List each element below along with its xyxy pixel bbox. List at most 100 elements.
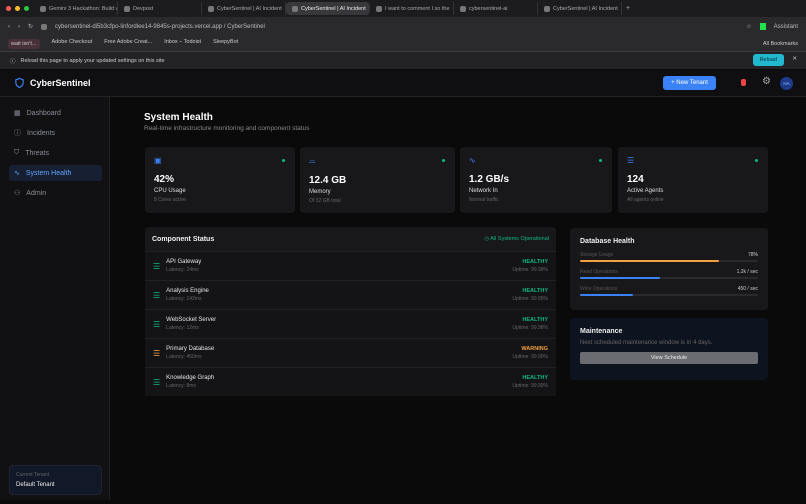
forward-icon[interactable]: › xyxy=(18,23,20,30)
browser-tab[interactable]: Gemini 3 Hackathon: Build w xyxy=(34,2,118,15)
db-metric: Read Operations 1.2k / sec xyxy=(580,269,758,279)
component-status-panel: Component Status ◷ All Systems Operation… xyxy=(145,227,556,396)
tab-title: CyberSentinel | AI Incident xyxy=(301,5,366,12)
alert-circle-icon: ⓘ xyxy=(14,130,21,137)
tab-title: CyberSentinel | AI Incident xyxy=(553,5,618,12)
status-badge: HEALTHY xyxy=(522,375,548,381)
tab-title: Gemini 3 Hackathon: Build w xyxy=(49,5,118,12)
bookmark[interactable]: SleepyBot xyxy=(213,38,239,45)
status-badge: HEALTHY xyxy=(522,317,548,323)
tab-title: CyberSentinel | AI Incident xyxy=(217,5,282,12)
favicon-icon xyxy=(292,5,298,12)
sidebar-item-label: Dashboard xyxy=(26,109,61,117)
close-icon[interactable]: ✕ xyxy=(792,56,797,62)
sidebar-item-admin[interactable]: ⚇ Admin xyxy=(9,185,102,201)
metric-hint: Normal traffic xyxy=(469,197,499,203)
reload-icon[interactable]: ↻ xyxy=(28,24,34,30)
metric-label: Network In xyxy=(469,188,498,194)
metric-card: ∿ 1.2 GB/s Network In Normal traffic xyxy=(460,147,612,213)
sidebar-item-label: Threats xyxy=(25,149,49,157)
metric-card: ▣ 42% CPU Usage 8 Cores active xyxy=(145,147,295,213)
db-metric: Write Operations 450 / sec xyxy=(580,286,758,296)
database-icon: ☰ xyxy=(153,319,161,329)
component-uptime: Uptime: 99.90% xyxy=(512,354,548,360)
metric-hint: All agents online xyxy=(627,197,664,203)
sidebar-item-incidents[interactable]: ⓘ Incidents xyxy=(9,125,102,141)
db-metric-label: Storage Usage xyxy=(580,252,614,258)
db-metric: Storage Usage 78% xyxy=(580,252,758,262)
shield-icon: ⛉ xyxy=(14,149,20,156)
address-bar: ‹ › ↻ cybersentinel-di5b3cfpo-linfordlee14… xyxy=(0,17,806,36)
metric-label: Memory xyxy=(309,189,331,195)
url-field[interactable]: cybersentinel-di5b3cfpo-linfordlee14-984… xyxy=(55,23,265,30)
progress-bar xyxy=(580,277,758,279)
browser-tab[interactable]: cybersentinel-ai xyxy=(454,2,538,15)
star-icon[interactable]: ☆ xyxy=(746,24,752,30)
extension-icon[interactable] xyxy=(759,23,766,30)
db-metric-value: 78% xyxy=(747,252,758,258)
tenant-name: Default Tenant xyxy=(16,482,55,488)
tab-title: I want to comment I so the xyxy=(385,5,450,12)
assistant-button[interactable]: Assistant xyxy=(773,23,798,30)
window-controls[interactable] xyxy=(6,6,29,11)
component-uptime: Uptime: 99.99% xyxy=(512,267,548,273)
page-title: System Health xyxy=(144,112,213,123)
sidebar-item-system-health[interactable]: ∿ System Health xyxy=(9,165,102,181)
component-uptime: Uptime: 99.95% xyxy=(512,296,548,302)
current-tenant[interactable]: Current Tenant Default Tenant xyxy=(9,465,102,495)
db-metric-label: Read Operations xyxy=(580,269,618,275)
info-icon: ⓘ xyxy=(10,58,16,65)
activity-icon: ∿ xyxy=(469,156,476,165)
maintenance-text: Next scheduled maintenance window is in … xyxy=(580,340,713,346)
grid-icon: ▦ xyxy=(14,110,21,117)
browser-tab[interactable]: Devpost xyxy=(118,2,202,15)
db-metric-value: 450 / sec xyxy=(737,286,758,292)
notification-icon[interactable] xyxy=(741,79,746,86)
reload-button[interactable]: Reload xyxy=(752,54,784,66)
panel-title: Database Health xyxy=(580,238,635,245)
view-schedule-button[interactable]: View Schedule xyxy=(580,352,758,364)
cpu-icon: ▣ xyxy=(154,156,162,165)
avatar[interactable]: HA xyxy=(780,77,793,90)
sidebar-item-dashboard[interactable]: ▦ Dashboard xyxy=(9,105,102,121)
metric-label: CPU Usage xyxy=(154,188,186,194)
browser-tab[interactable]: CyberSentinel | AI Incident xyxy=(202,2,286,15)
browser-tab[interactable]: CyberSentinel | AI Incident xyxy=(286,2,370,15)
logo[interactable]: CyberSentinel xyxy=(14,77,91,89)
status-badge: WARNING xyxy=(521,346,548,352)
metric-card: ☰ 124 Active Agents All agents online xyxy=(618,147,768,213)
browser-tab[interactable]: CyberSentinel | AI Incident xyxy=(538,2,622,15)
tenant-label: Current Tenant xyxy=(16,472,49,478)
new-tab-button[interactable]: + xyxy=(626,5,631,12)
sidebar-item-threats[interactable]: ⛉ Threats xyxy=(9,145,102,161)
favicon-icon xyxy=(460,5,466,12)
info-bar: ⓘ Reload this page to apply your updated… xyxy=(0,52,806,69)
info-text: Reload this page to apply your updated s… xyxy=(20,57,165,64)
component-latency: Latency: 8ms xyxy=(166,383,196,389)
component-name: Analysis Engine xyxy=(166,288,209,294)
bookmark[interactable]: Adobe Checkout xyxy=(51,38,93,45)
db-metric-label: Write Operations xyxy=(580,286,618,292)
database-icon: ☰ xyxy=(153,348,161,358)
bookmarks-bar: wait isn't... Adobe Checkout Free Adobe Cr… xyxy=(0,36,806,52)
system-status-text: All Systems Operational xyxy=(490,236,549,242)
new-tenant-button[interactable]: + New Tenant xyxy=(663,76,716,90)
server-icon: ☰ xyxy=(627,156,635,165)
component-latency: Latency: 142ms xyxy=(166,296,202,302)
bookmark[interactable]: wait isn't... xyxy=(8,38,40,49)
metric-value: 124 xyxy=(627,174,644,185)
back-icon[interactable]: ‹ xyxy=(8,23,10,30)
app-name: CyberSentinel xyxy=(30,78,91,88)
component-row: ☰ Analysis Engine Latency: 142ms HEALTHY Upt… xyxy=(145,280,556,309)
browser-tab[interactable]: I want to comment I so the xyxy=(370,2,454,15)
component-row: ☰ WebSocket Server Latency: 12ms HEALTHY Upt… xyxy=(145,309,556,338)
metric-card: ⌓ 12.4 GB Memory Of 32 GB total xyxy=(300,147,455,213)
all-bookmarks[interactable]: All Bookmarks xyxy=(762,40,798,47)
users-icon: ⚇ xyxy=(14,190,21,197)
bookmark[interactable]: Free Adobe Creat... xyxy=(104,38,153,45)
database-icon: ☰ xyxy=(153,290,161,300)
component-row: ☰ Primary Database Latency: 450ms WARNING Up… xyxy=(145,338,556,367)
shield-icon xyxy=(15,77,24,89)
gear-icon[interactable]: ⚙ xyxy=(762,76,771,87)
bookmark[interactable]: Inbox – Todoist xyxy=(164,38,202,45)
